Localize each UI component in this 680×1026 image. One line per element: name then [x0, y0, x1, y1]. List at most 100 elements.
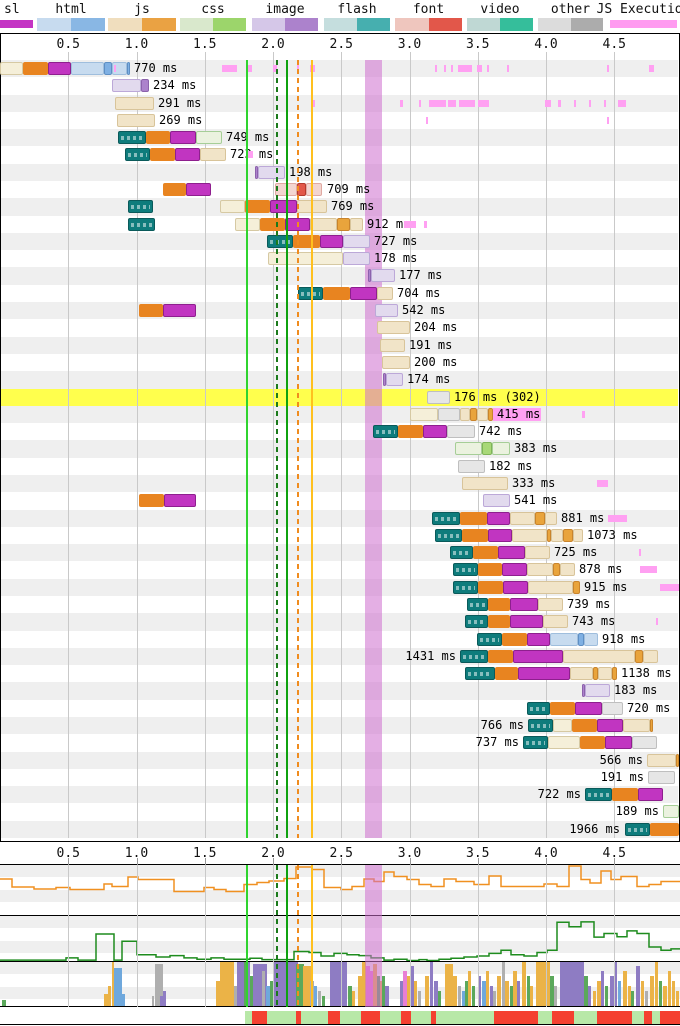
request-segment-i[interactable]	[386, 373, 403, 387]
request-segment-c[interactable]	[580, 736, 605, 750]
request-segment-I[interactable]	[255, 165, 258, 179]
request-segment-J[interactable]	[553, 563, 560, 577]
request-segment-d[interactable]	[465, 615, 488, 629]
request-row[interactable]: 191 ms	[0, 769, 680, 786]
request-segment-j[interactable]	[560, 563, 575, 577]
request-row[interactable]: 723 ms	[0, 146, 680, 163]
request-row[interactable]: 918 ms	[0, 631, 680, 648]
request-row[interactable]: 383 ms	[0, 440, 680, 457]
request-segment-c[interactable]	[612, 788, 638, 802]
request-segment-j[interactable]	[200, 148, 226, 162]
request-row[interactable]: 739 ms	[0, 596, 680, 613]
request-segment-g[interactable]	[455, 442, 482, 456]
request-segment-c[interactable]	[139, 304, 163, 318]
request-segment-c[interactable]	[478, 580, 503, 594]
request-segment-j[interactable]	[570, 667, 593, 681]
request-segment-h[interactable]	[71, 62, 104, 75]
request-segment-d[interactable]	[450, 546, 473, 560]
request-segment-j[interactable]	[382, 355, 410, 369]
request-segment-s[interactable]	[164, 494, 196, 508]
request-segment-c[interactable]	[293, 234, 320, 248]
request-segment-j[interactable]	[528, 580, 573, 594]
request-segment-s[interactable]	[170, 131, 196, 145]
request-segment-w[interactable]	[410, 407, 438, 421]
request-segment-g[interactable]	[492, 442, 510, 456]
request-segment-j[interactable]	[527, 563, 553, 577]
request-row[interactable]: 722 ms	[0, 786, 680, 803]
request-row[interactable]: 566 ms	[0, 752, 680, 769]
request-segment-H[interactable]	[104, 62, 112, 75]
request-segment-s[interactable]	[320, 234, 343, 248]
request-segment-o[interactable]	[648, 770, 675, 784]
request-segment-c[interactable]	[473, 546, 498, 560]
request-segment-c[interactable]	[572, 719, 597, 733]
request-segment-d[interactable]	[267, 234, 293, 248]
request-segment-i[interactable]	[371, 269, 395, 283]
request-segment-c[interactable]	[460, 511, 487, 525]
request-segment-j[interactable]	[350, 217, 363, 231]
request-row[interactable]: 881 ms	[0, 510, 680, 527]
request-segment-s[interactable]	[503, 580, 528, 594]
request-segment-j[interactable]	[462, 476, 508, 490]
request-row[interactable]: 709 ms	[0, 181, 680, 198]
request-segment-d[interactable]	[432, 511, 460, 525]
request-segment-s[interactable]	[186, 183, 211, 197]
request-segment-s[interactable]	[487, 511, 510, 525]
request-row[interactable]: 542 ms	[0, 302, 680, 319]
request-segment-s[interactable]	[502, 563, 527, 577]
request-segment-c[interactable]	[462, 528, 488, 542]
request-segment-j[interactable]	[563, 649, 635, 663]
request-row[interactable]: 743 ms	[0, 613, 680, 630]
request-segment-J[interactable]	[650, 719, 653, 733]
request-segment-d[interactable]	[460, 649, 488, 663]
request-segment-s[interactable]	[163, 304, 196, 318]
request-segment-s[interactable]	[488, 528, 512, 542]
request-row[interactable]: 183 ms	[0, 682, 680, 699]
request-segment-o[interactable]	[632, 736, 657, 750]
request-segment-j[interactable]	[380, 338, 405, 352]
request-row[interactable]: 178 ms	[0, 250, 680, 267]
request-segment-s[interactable]	[510, 597, 538, 611]
request-row[interactable]: 182 ms	[0, 458, 680, 475]
request-row[interactable]: 234 ms	[0, 77, 680, 94]
request-segment-d[interactable]	[435, 528, 462, 542]
request-row[interactable]: 177 ms	[0, 267, 680, 284]
request-segment-o[interactable]	[438, 407, 460, 421]
request-row[interactable]: 769 ms	[0, 198, 680, 215]
request-segment-i[interactable]	[343, 252, 370, 266]
request-segment-s[interactable]	[510, 615, 543, 629]
request-segment-d[interactable]	[527, 701, 550, 715]
request-segment-f[interactable]	[306, 183, 322, 197]
request-segment-s[interactable]	[498, 546, 525, 560]
request-segment-d[interactable]	[585, 788, 612, 802]
request-segment-g[interactable]	[663, 805, 679, 819]
request-segment-c[interactable]	[23, 62, 48, 75]
request-segment-I[interactable]	[368, 269, 371, 283]
request-row[interactable]: 725 ms	[0, 544, 680, 561]
request-segment-c[interactable]	[260, 217, 285, 231]
request-segment-c[interactable]	[146, 131, 170, 145]
request-segment-d[interactable]	[477, 632, 502, 646]
request-row[interactable]: 200 ms	[0, 354, 680, 371]
request-segment-d[interactable]	[528, 719, 553, 733]
request-segment-s[interactable]	[175, 148, 200, 162]
request-segment-c[interactable]	[398, 425, 423, 439]
request-segment-d[interactable]	[373, 425, 398, 439]
request-segment-d[interactable]	[625, 822, 650, 836]
request-segment-j[interactable]	[510, 511, 535, 525]
request-segment-j[interactable]	[377, 321, 410, 335]
request-row[interactable]: 766 ms	[0, 717, 680, 734]
request-segment-I[interactable]	[383, 373, 386, 387]
request-row[interactable]: 742 ms	[0, 423, 680, 440]
request-segment-J[interactable]	[470, 407, 477, 421]
request-segment-c[interactable]	[550, 701, 575, 715]
request-row[interactable]: 291 ms	[0, 95, 680, 112]
request-segment-J[interactable]	[635, 649, 643, 663]
request-row[interactable]: 1138 ms	[0, 665, 680, 682]
request-segment-j[interactable]	[573, 528, 583, 542]
request-segment-i[interactable]	[258, 165, 285, 179]
request-segment-j[interactable]	[623, 719, 650, 733]
request-row[interactable]: 1966 ms	[0, 821, 680, 838]
request-segment-j[interactable]	[643, 649, 658, 663]
request-segment-J[interactable]	[337, 217, 350, 231]
